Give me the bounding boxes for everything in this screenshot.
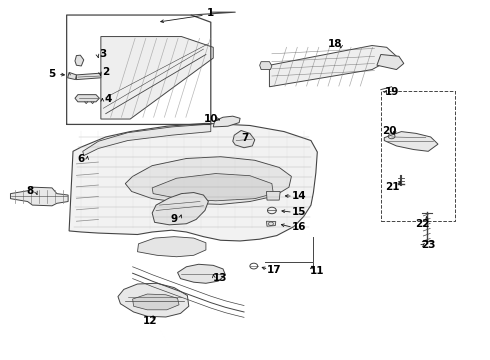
Text: 9: 9 (171, 214, 178, 224)
Polygon shape (69, 123, 318, 241)
Text: 15: 15 (292, 207, 306, 217)
Polygon shape (68, 72, 76, 80)
Text: 3: 3 (99, 49, 107, 59)
Polygon shape (76, 73, 101, 80)
Text: 4: 4 (104, 94, 112, 104)
Polygon shape (118, 283, 189, 317)
Text: 13: 13 (212, 273, 227, 283)
Text: 11: 11 (310, 266, 324, 276)
Polygon shape (138, 237, 206, 257)
Text: 19: 19 (384, 87, 399, 97)
Text: 16: 16 (292, 222, 306, 232)
Polygon shape (83, 124, 211, 156)
Text: 6: 6 (78, 154, 85, 164)
Text: 2: 2 (102, 67, 109, 77)
Polygon shape (75, 55, 84, 66)
Polygon shape (10, 187, 68, 206)
Polygon shape (260, 62, 272, 69)
Text: 14: 14 (292, 191, 306, 201)
Polygon shape (267, 221, 276, 226)
Polygon shape (152, 193, 208, 225)
Text: 18: 18 (328, 40, 343, 49)
Text: 23: 23 (421, 240, 436, 250)
Text: 5: 5 (49, 69, 56, 79)
Polygon shape (101, 37, 213, 119)
Text: 17: 17 (267, 265, 282, 275)
Polygon shape (177, 264, 225, 283)
Polygon shape (384, 132, 438, 151)
Text: 12: 12 (143, 316, 157, 325)
Text: 10: 10 (203, 114, 218, 124)
Polygon shape (270, 45, 396, 87)
Polygon shape (213, 116, 240, 127)
Text: 21: 21 (385, 182, 400, 192)
Polygon shape (133, 294, 179, 310)
Text: 8: 8 (26, 186, 34, 197)
Text: 1: 1 (207, 8, 215, 18)
Text: 20: 20 (382, 126, 396, 135)
Polygon shape (233, 131, 255, 148)
Polygon shape (75, 95, 99, 102)
Polygon shape (267, 192, 280, 200)
Text: 7: 7 (241, 133, 249, 143)
Polygon shape (125, 157, 292, 204)
Polygon shape (152, 174, 273, 201)
Polygon shape (377, 54, 404, 69)
Text: 22: 22 (415, 219, 429, 229)
